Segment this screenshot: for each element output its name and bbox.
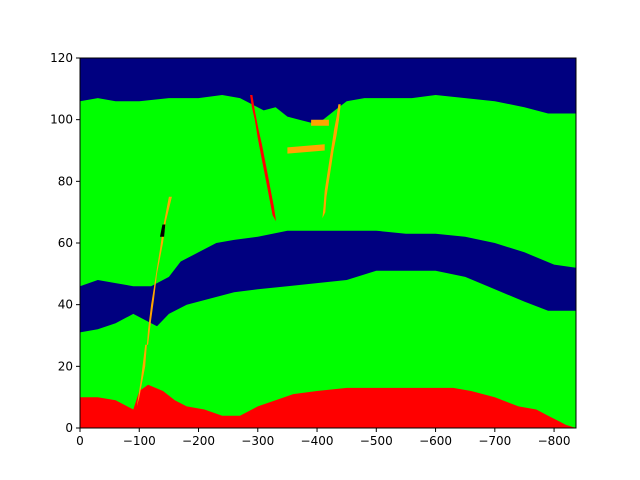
x-tick-label: −200 — [182, 434, 215, 448]
channel-layer — [80, 230, 576, 333]
x-tick-label: 0 — [76, 434, 84, 448]
fault-4 — [287, 144, 325, 154]
bottom-layer — [80, 384, 576, 428]
y-tick-label: 60 — [58, 236, 73, 250]
fault-2 — [250, 95, 277, 222]
y-tick-label: 20 — [58, 359, 73, 373]
x-tick-label: −100 — [123, 434, 156, 448]
heatmap-layers — [80, 58, 576, 428]
x-tick-label: −600 — [419, 434, 452, 448]
y-tick-label: 80 — [58, 174, 73, 188]
x-tick-label: −700 — [478, 434, 511, 448]
top-layer — [80, 58, 576, 123]
x-axis: 0 −100 −200 −300 −400 −500 −600 −700 −800 — [76, 428, 571, 448]
y-tick-label: 120 — [50, 51, 73, 65]
y-tick-label: 0 — [65, 421, 73, 435]
x-tick-label: −500 — [360, 434, 393, 448]
fault-1 — [136, 196, 172, 407]
fault-6 — [160, 224, 166, 237]
y-tick-label: 100 — [50, 113, 73, 127]
y-axis: 0 20 40 60 80 100 120 — [50, 51, 80, 435]
fault-5 — [311, 119, 329, 126]
y-tick-label: 40 — [58, 298, 73, 312]
x-tick-label: −300 — [241, 434, 274, 448]
x-tick-label: −400 — [301, 434, 334, 448]
x-tick-label: −800 — [538, 434, 571, 448]
fault-3 — [322, 104, 341, 219]
